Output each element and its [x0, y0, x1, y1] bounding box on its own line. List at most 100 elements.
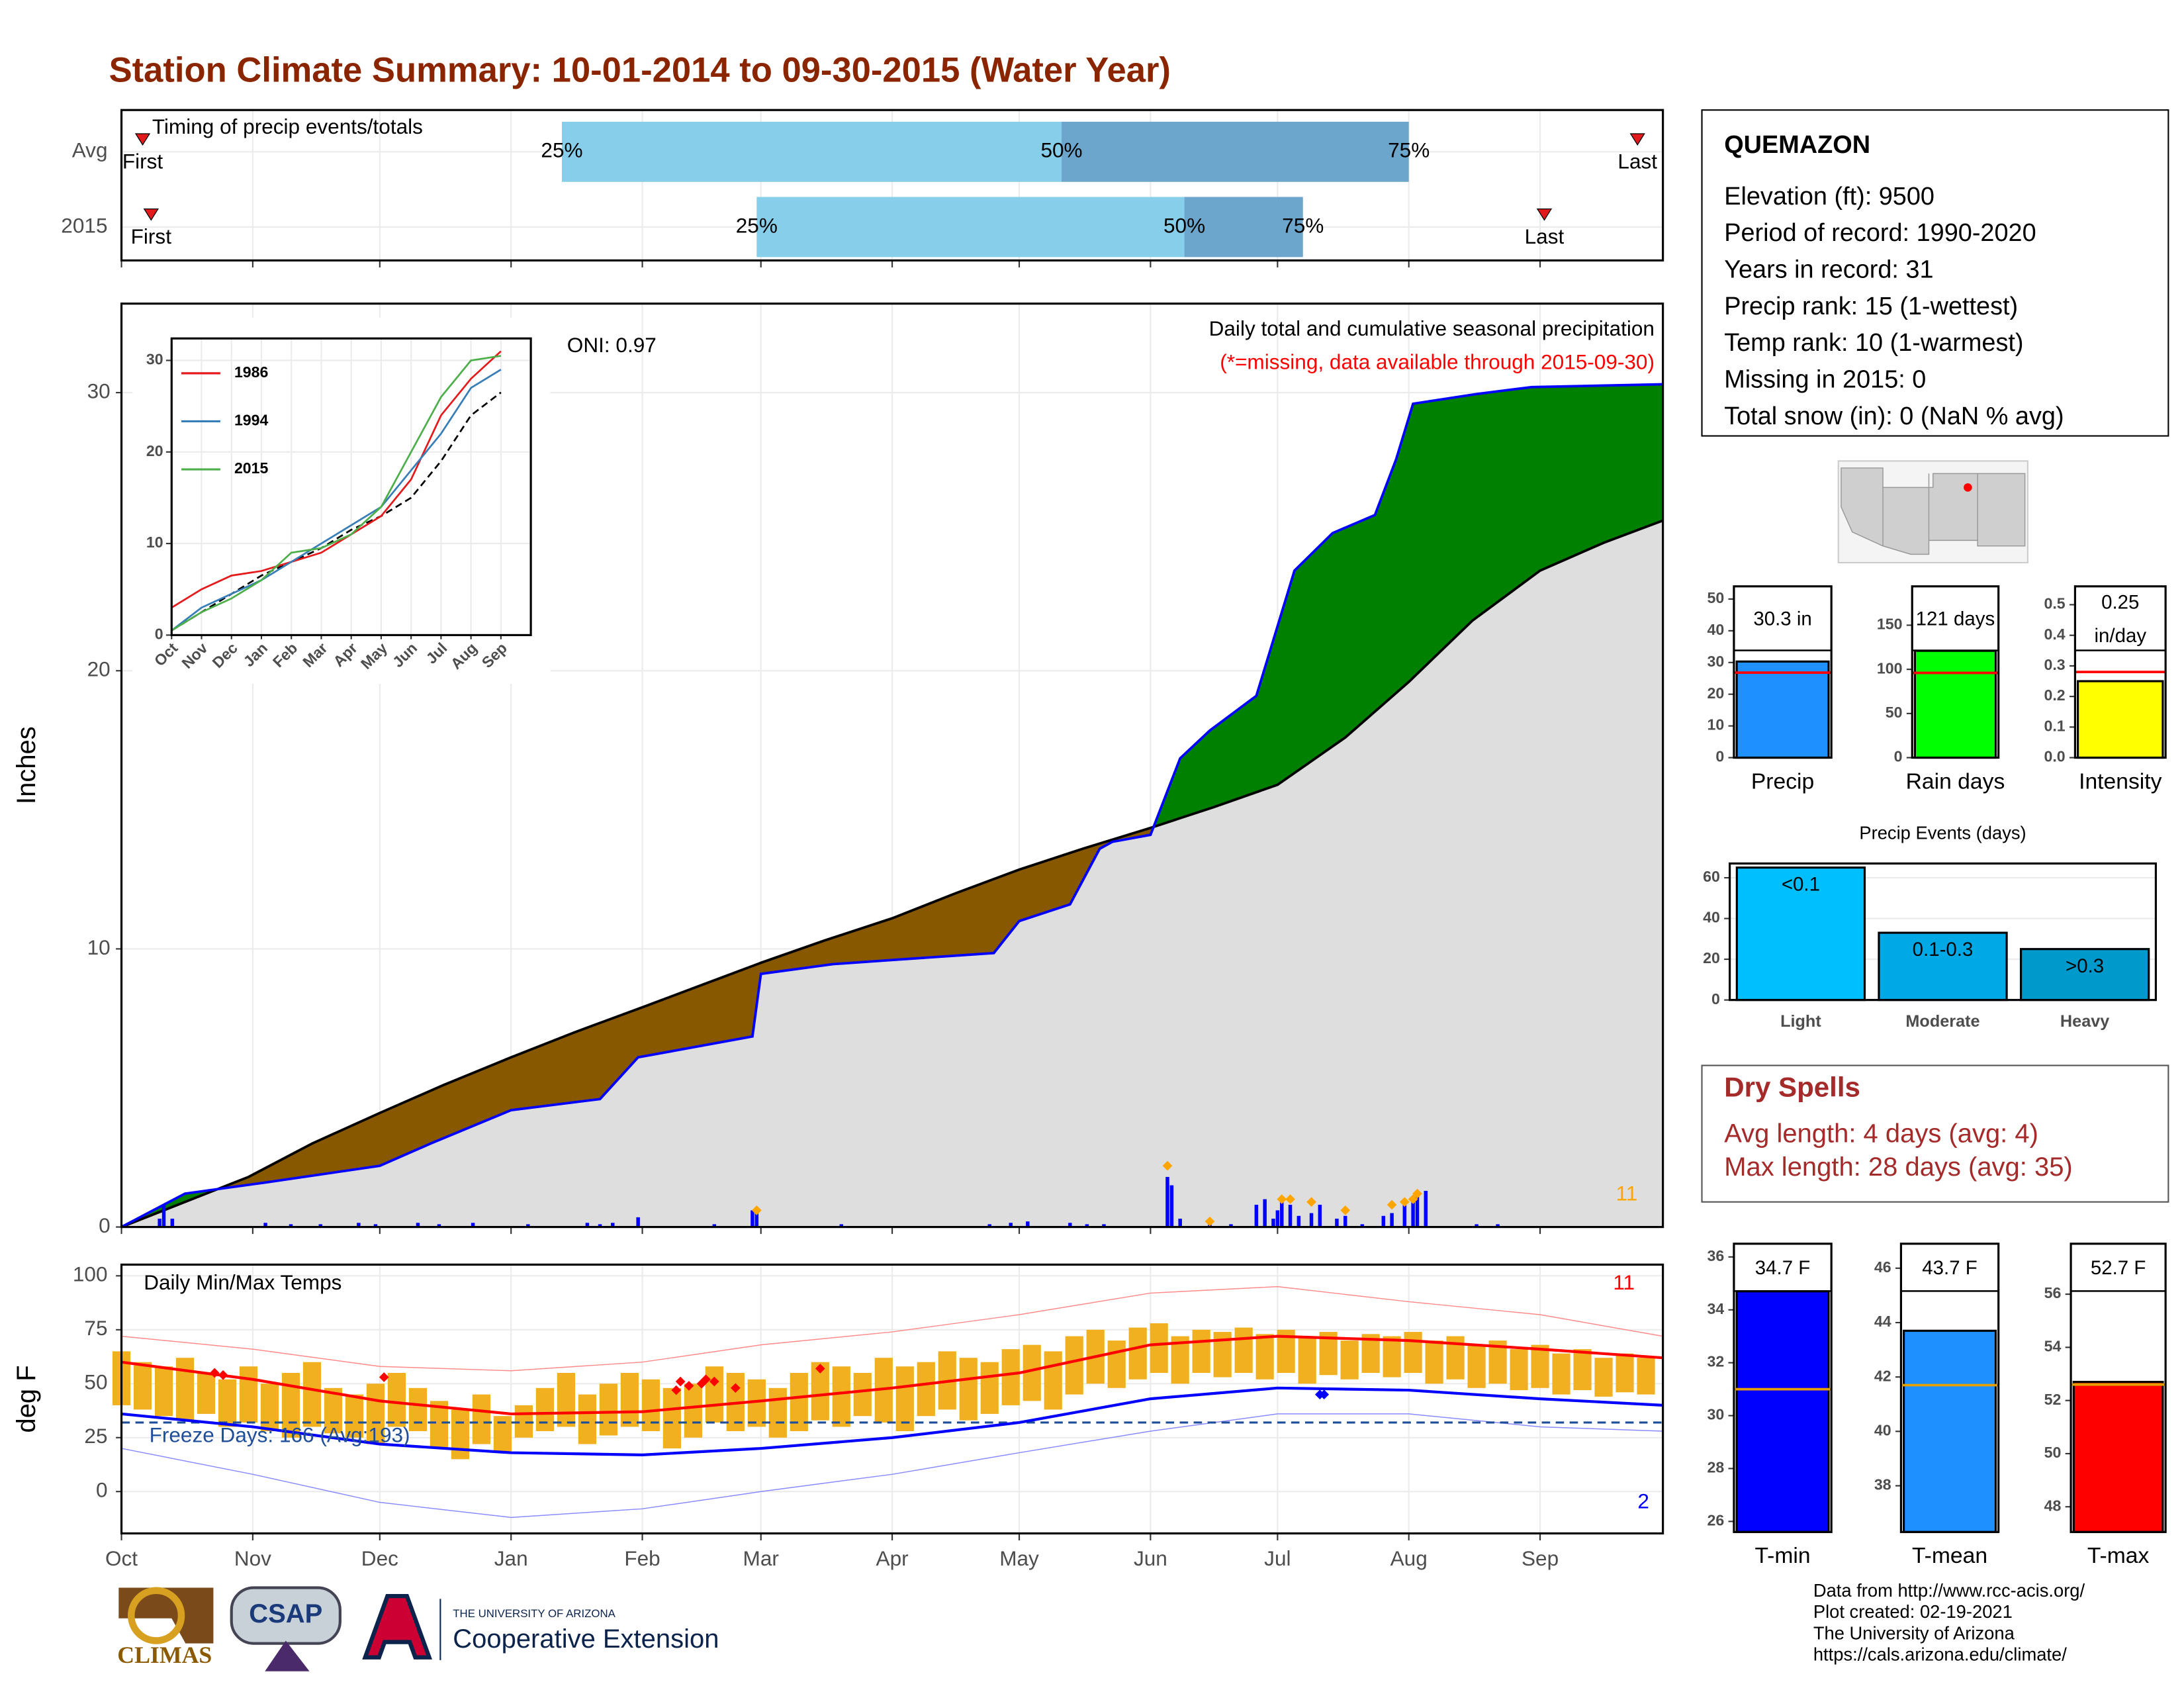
y-tick-label: 42: [1874, 1367, 1891, 1384]
daily-precip-bar: [161, 1204, 166, 1227]
x-tick-label: Jan: [494, 1546, 528, 1570]
daily-temp-range: [366, 1383, 385, 1444]
daily-precip-bar: [1318, 1204, 1322, 1227]
y-tick-label: 10: [146, 534, 163, 551]
logos: CLIMAS CSAP THE UNIVERSITY OF ARIZONA Co…: [117, 1586, 719, 1671]
daily-precip-bar: [611, 1223, 615, 1227]
plot-frame: [120, 303, 1664, 1229]
timing-marker-label: First: [122, 149, 163, 173]
x-tick-label: Apr: [876, 1546, 909, 1570]
timing-marker-label: Last: [1525, 224, 1565, 248]
daily-precip-bar: [1169, 1185, 1174, 1227]
daily-precip-bar: [1085, 1224, 1089, 1227]
quartile-bar: [561, 121, 1062, 182]
legend-label: 1994: [234, 412, 269, 429]
y-tick-label: 46: [1874, 1258, 1891, 1276]
daily-temp-range: [1383, 1336, 1401, 1378]
daily-temp-range: [1001, 1349, 1020, 1405]
bar: [1913, 649, 1997, 759]
daily-temp-range: [1615, 1353, 1634, 1393]
plot-frame: [120, 1263, 1664, 1535]
daily-temp-range: [218, 1379, 237, 1427]
daily-temp-range: [684, 1383, 702, 1438]
y-tick-label: 0: [1711, 990, 1720, 1008]
category-label: Heavy: [2060, 1012, 2109, 1031]
daily-temp-range: [1298, 1336, 1316, 1384]
event-marker: [1412, 1188, 1422, 1199]
bar: [1735, 1290, 1830, 1533]
timing-marker: [134, 133, 151, 146]
daily-temp-range: [1107, 1340, 1126, 1388]
daily-precip-bar: [1275, 1210, 1280, 1227]
x-tick-label: Aug: [1390, 1546, 1428, 1570]
bar: [1878, 931, 2008, 1002]
daily-temp-range: [197, 1372, 216, 1414]
series-line: [171, 350, 502, 609]
daily-precip-bar: [1415, 1196, 1420, 1227]
quartile-label: 25%: [541, 138, 582, 162]
daily-precip-bar: [1390, 1213, 1394, 1227]
y-tick-label: 30: [1707, 653, 1724, 670]
daily-temp-range: [1467, 1344, 1486, 1388]
y-tick-label: 54: [2044, 1337, 2062, 1354]
dry-spells-box: [1701, 1064, 2169, 1203]
university-name: THE UNIVERSITY OF ARIZONA: [453, 1607, 615, 1620]
y-tick-label: 10: [1707, 716, 1724, 733]
y-tick-label: 40: [1703, 909, 1720, 926]
value-label-holder: 34.7 F: [1755, 1256, 1811, 1279]
quartile-bar: [756, 197, 1185, 258]
oni-annotation: ONI: 0.97: [567, 333, 657, 357]
plot-frame: [2070, 1243, 2167, 1533]
record-low-count: 2: [1637, 1489, 1649, 1513]
daily-temp-range: [895, 1366, 914, 1431]
x-tick-label: Sep: [1522, 1546, 1559, 1570]
station-location: [1964, 483, 1972, 492]
daily-temp-range: [1404, 1332, 1422, 1373]
value-label: 43.7 F: [1922, 1256, 1978, 1279]
event-marker: [1277, 1194, 1287, 1204]
y-tick-label: 0.4: [2044, 626, 2066, 643]
legend-label: 1986: [234, 363, 269, 381]
cumulative-line: [120, 383, 1663, 1229]
daily-temp-range: [620, 1372, 639, 1427]
csap-mountain: [265, 1640, 310, 1671]
footer-line: The University of Arizona: [1813, 1622, 2015, 1643]
value-label-box: [1733, 585, 1833, 651]
event-marker: [751, 1205, 762, 1215]
daily-precip-bar: [585, 1223, 590, 1227]
plot-frame: [120, 109, 1664, 262]
daily-precip-bar: [170, 1218, 175, 1227]
y-axis-label: Inches: [12, 726, 41, 804]
y-tick-label: 0: [99, 1213, 111, 1237]
plot-frame: [1729, 862, 2158, 1002]
average-line: [120, 519, 1664, 1229]
y-tick-label: 60: [1703, 868, 1720, 885]
daily-temp-range: [1531, 1344, 1549, 1388]
event-marker: [1306, 1197, 1316, 1207]
y-tick-label: 40: [1874, 1421, 1891, 1438]
daily-precip-bar: [987, 1224, 991, 1227]
daily-temp-range: [705, 1366, 723, 1423]
category-label: Intensity: [2079, 769, 2162, 794]
daily-precip-bar: [416, 1223, 420, 1227]
value-label-holder: 121 days: [1916, 607, 1995, 630]
daily-temp-range: [1594, 1358, 1613, 1397]
inset-frame: [170, 337, 532, 636]
chart-subtitle: (*=missing, data available through 2015-…: [1220, 350, 1655, 373]
daily-temp-range: [239, 1366, 258, 1423]
x-tick-label: Feb: [624, 1546, 660, 1570]
y-axis-label: deg F: [12, 1365, 41, 1432]
value-label-holder: 0.25 in/day: [2094, 590, 2146, 646]
daily-precip-bar: [1009, 1223, 1013, 1227]
station-detail: Precip rank: 15 (1-wettest): [1724, 293, 2018, 320]
bar: [2077, 680, 2164, 759]
daily-precip-bar: [357, 1223, 361, 1227]
series-line: [171, 369, 502, 632]
y-tick-label: 0.3: [2044, 656, 2066, 673]
y-tick-label: 30: [1707, 1406, 1724, 1423]
daily-temp-range: [1425, 1340, 1443, 1384]
daily-temp-range: [853, 1372, 872, 1417]
daily-precip-bar: [1280, 1199, 1284, 1227]
y-tick-label: 38: [1874, 1476, 1891, 1493]
daily-temp-range: [1044, 1351, 1062, 1410]
